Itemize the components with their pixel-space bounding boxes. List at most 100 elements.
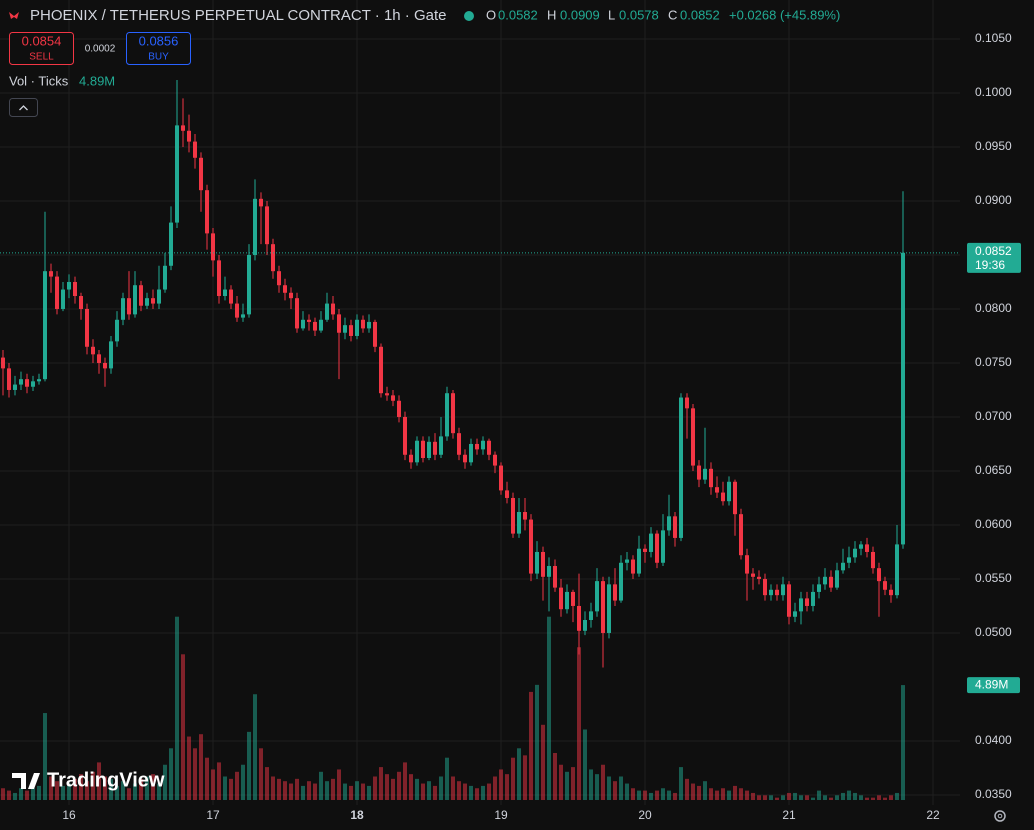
volume-bar xyxy=(805,795,809,800)
candle-body xyxy=(121,298,125,320)
volume-bar xyxy=(253,694,257,800)
volume-bar xyxy=(409,774,413,800)
candle-body xyxy=(55,276,59,309)
buy-price[interactable]: 0.0856 xyxy=(139,33,179,48)
candle-body xyxy=(307,319,311,322)
volume-bar xyxy=(775,797,779,800)
candle-body xyxy=(439,436,443,455)
volume-bar xyxy=(193,748,197,800)
volume-bar xyxy=(691,783,695,800)
volume-bar xyxy=(781,795,785,800)
sell-box[interactable] xyxy=(9,32,74,65)
volume-bar xyxy=(847,790,851,800)
volume-bar xyxy=(121,781,125,800)
volume-bar xyxy=(313,783,317,800)
volume-bar xyxy=(163,764,167,800)
volume-bar xyxy=(661,788,665,800)
candle-body xyxy=(211,233,215,261)
watermark-logo xyxy=(12,773,40,789)
candle-body xyxy=(103,362,107,369)
volume-bar xyxy=(37,785,41,800)
volume-bar xyxy=(463,783,467,800)
buy-box[interactable] xyxy=(126,32,191,65)
candle-body xyxy=(535,551,539,574)
volume-bar xyxy=(487,783,491,800)
candle-body xyxy=(79,296,83,309)
candle-body xyxy=(301,319,305,329)
candle-body xyxy=(511,497,515,534)
candle-body xyxy=(901,252,905,545)
candle-body xyxy=(115,319,119,342)
candle-body xyxy=(463,454,467,463)
sell-button[interactable]: 0.0854 SELL xyxy=(9,32,74,65)
candle-body xyxy=(337,314,341,333)
volume-bar xyxy=(733,785,737,800)
candle-body xyxy=(727,481,731,502)
volume-bar xyxy=(895,792,899,800)
candle-body xyxy=(181,125,185,131)
volume-bar xyxy=(727,790,731,800)
volume-bar xyxy=(751,792,755,800)
volume-bar xyxy=(835,795,839,800)
candle-body xyxy=(661,530,665,563)
collapse-icon[interactable] xyxy=(19,105,28,111)
candle-body xyxy=(817,584,821,592)
candle-body xyxy=(289,292,293,299)
candle-body xyxy=(859,544,863,549)
volume-bar xyxy=(529,691,533,800)
candle-body xyxy=(547,566,551,577)
candle-body xyxy=(751,573,755,577)
candle-body xyxy=(397,400,401,417)
sell-price[interactable]: 0.0854 xyxy=(22,33,62,48)
candle-body xyxy=(415,440,419,463)
volume-pane xyxy=(1,616,905,800)
buy-button[interactable]: 0.0856 BUY xyxy=(126,32,191,65)
candle-body xyxy=(475,443,479,450)
candle-body xyxy=(217,260,221,297)
volume-bar xyxy=(493,776,497,800)
candle-body xyxy=(283,285,287,293)
candle-body xyxy=(7,368,11,390)
collapse-button[interactable] xyxy=(9,98,38,117)
volume-bar xyxy=(367,785,371,800)
volume-bar xyxy=(649,792,653,800)
volume-bar xyxy=(595,774,599,800)
candle-body xyxy=(673,516,677,538)
volume-bar xyxy=(457,781,461,800)
settings-icon-center[interactable] xyxy=(997,813,1003,819)
candle-body xyxy=(235,303,239,318)
volume-bar xyxy=(127,788,131,800)
volume-bar xyxy=(133,783,137,800)
ohlc-label: L xyxy=(608,7,615,22)
volume-bar xyxy=(787,792,791,800)
candle-body xyxy=(91,346,95,355)
candle-body xyxy=(175,125,179,223)
buy-label[interactable]: BUY xyxy=(148,52,169,63)
ohlc-value: 0.0909 xyxy=(560,7,600,22)
watermark-text: TradingView xyxy=(47,769,165,791)
symbol-icon xyxy=(9,12,19,19)
candle-body xyxy=(559,587,563,610)
collapse-box[interactable] xyxy=(9,98,38,117)
candle-body xyxy=(379,346,383,394)
sell-label[interactable]: SELL xyxy=(29,52,54,63)
candle-body xyxy=(49,271,53,277)
candle-body xyxy=(589,611,593,621)
candle-body xyxy=(895,544,899,596)
candle-body xyxy=(583,620,587,631)
volume-bar xyxy=(307,781,311,800)
volume-bar xyxy=(565,771,569,800)
candle-body xyxy=(775,589,779,596)
candle-body xyxy=(427,441,431,459)
candle-body xyxy=(451,393,455,434)
candle-body xyxy=(565,591,569,610)
settings-icon[interactable] xyxy=(994,810,1006,822)
candle-body xyxy=(637,548,641,574)
volume-bar xyxy=(181,654,185,800)
candle-body xyxy=(43,271,47,380)
candle-body xyxy=(823,576,827,585)
candle-body xyxy=(13,384,17,390)
settings-button[interactable] xyxy=(994,810,1006,822)
volume-bar xyxy=(115,785,119,800)
